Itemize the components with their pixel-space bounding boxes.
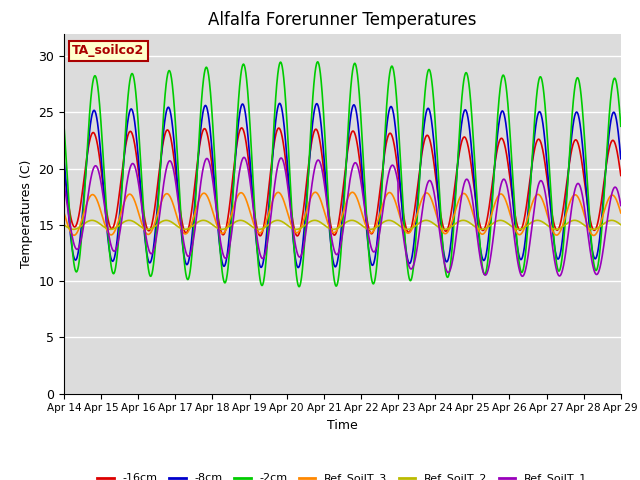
Legend: -16cm, -8cm, -2cm, Ref_SoilT_3, Ref_SoilT_2, Ref_SoilT_1: -16cm, -8cm, -2cm, Ref_SoilT_3, Ref_Soil…	[93, 469, 592, 480]
Title: Alfalfa Forerunner Temperatures: Alfalfa Forerunner Temperatures	[208, 11, 477, 29]
Y-axis label: Temperatures (C): Temperatures (C)	[20, 159, 33, 268]
Text: TA_soilco2: TA_soilco2	[72, 44, 145, 58]
X-axis label: Time: Time	[327, 419, 358, 432]
